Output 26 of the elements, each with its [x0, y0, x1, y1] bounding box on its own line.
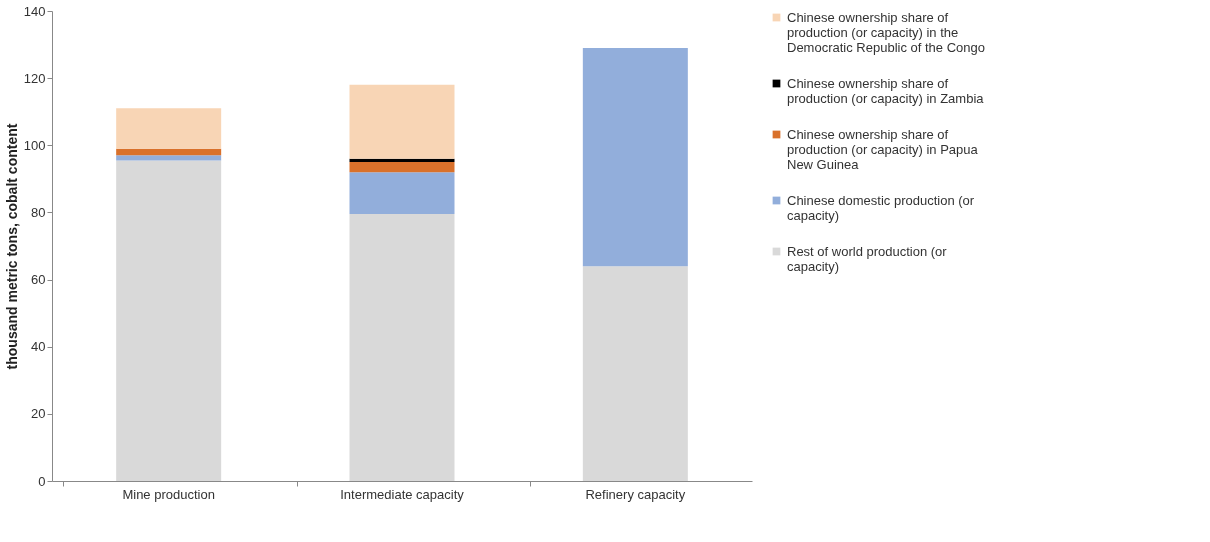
- bar: [582, 47, 688, 267]
- legend-label: Chinese ownership share of production (or capacity) in Zambia: [787, 75, 985, 106]
- x-tick-label: Mine production: [122, 486, 215, 502]
- y-axis-title: thousand metric tons, cobalt content: [3, 123, 20, 370]
- y-tick-label: 40: [31, 339, 46, 355]
- y-tick-label: 20: [31, 406, 46, 422]
- legend-label: Chinese ownership share of production (or capacity) in the Democratic Republic of the Congo: [787, 9, 985, 55]
- bar: [116, 108, 222, 149]
- y-tick-label: 0: [38, 473, 46, 489]
- y-tick-label: 80: [31, 204, 46, 220]
- y-tick-label: 120: [23, 70, 46, 86]
- bar: [116, 155, 222, 161]
- x-tick-label: Refinery capacity: [585, 486, 686, 502]
- x-tick-label: Intermediate capacity: [340, 486, 465, 502]
- bar: [582, 266, 688, 481]
- legend-label: Chinese ownership share of production (or capacity) in Papua New Guinea: [787, 126, 979, 172]
- bar: [349, 162, 455, 173]
- y-tick-label: 60: [31, 272, 46, 288]
- bar: [349, 172, 455, 215]
- y-tick-label: 100: [23, 137, 46, 153]
- bar: [116, 160, 222, 481]
- legend-label: Chinese domestic production (or capacity): [787, 192, 975, 223]
- legend-label: Rest of world production (or capacity): [787, 243, 948, 274]
- y-tick-label: 140: [23, 3, 46, 19]
- bar: [349, 84, 455, 159]
- bar: [349, 214, 455, 481]
